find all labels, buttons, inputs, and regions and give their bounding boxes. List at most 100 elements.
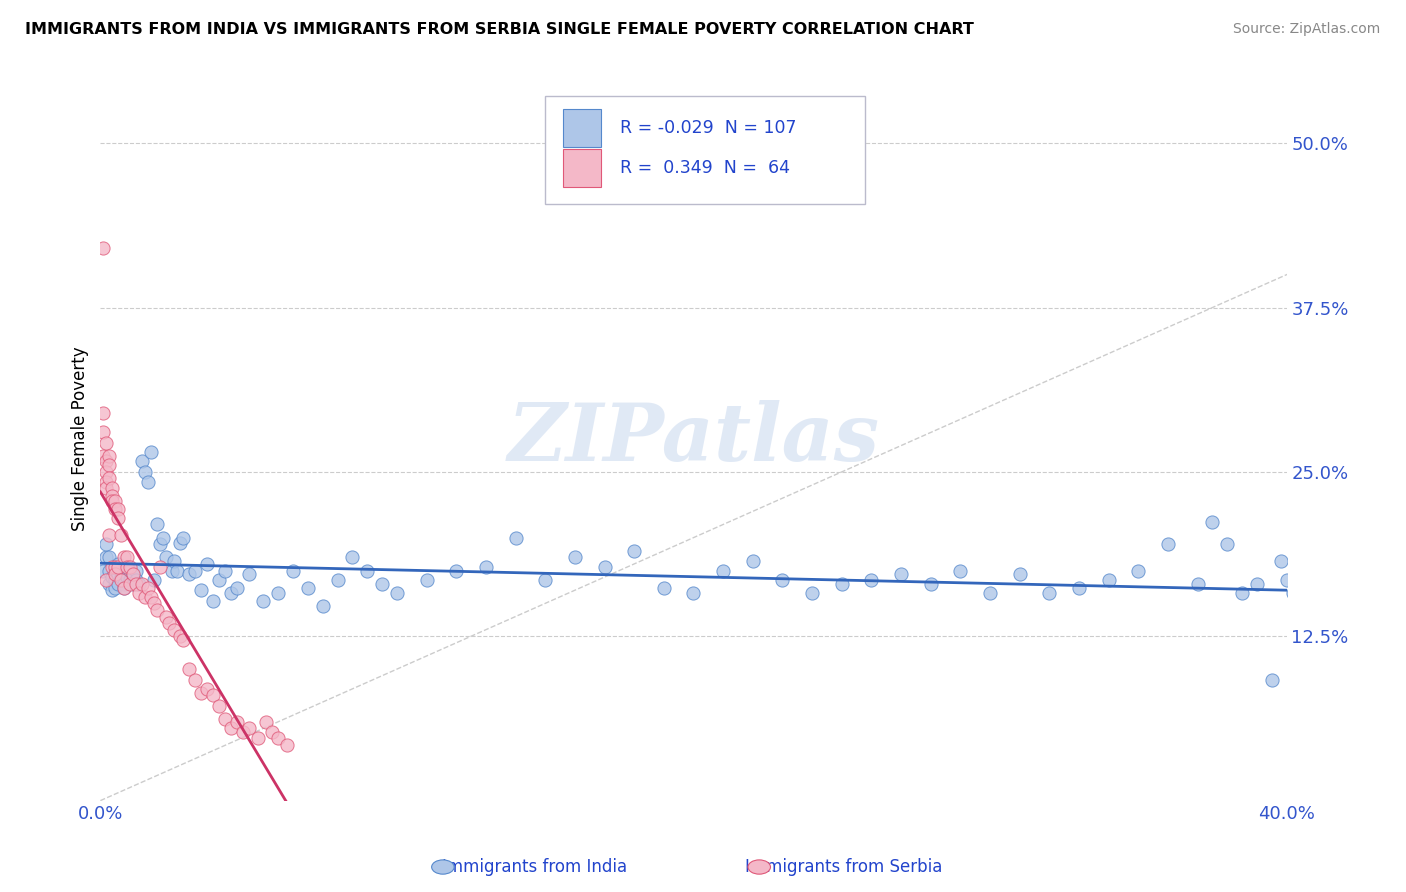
Point (1038, 586, 1060, 600)
Point (1320, 586, 1343, 600)
Point (142, 573, 165, 587)
Point (98, 449, 121, 463)
Point (179, 567, 201, 582)
Point (356, 564, 378, 578)
Point (104, 559, 127, 574)
Point (166, 564, 188, 578)
Point (190, 686, 212, 700)
Point (184, 564, 207, 578)
Point (115, 570, 138, 584)
Point (104, 493, 127, 508)
Point (107, 559, 129, 574)
Point (252, 593, 274, 607)
Point (110, 570, 132, 584)
Point (163, 623, 186, 637)
Point (110, 564, 132, 578)
Point (91, 406, 114, 420)
Point (682, 586, 704, 600)
Point (219, 721, 242, 735)
Point (1230, 586, 1253, 600)
Point (801, 586, 824, 600)
Point (107, 576, 129, 591)
Text: IMMIGRANTS FROM INDIA VS IMMIGRANTS FROM SERBIA SINGLE FEMALE POVERTY CORRELATIO: IMMIGRANTS FROM INDIA VS IMMIGRANTS FROM… (25, 22, 974, 37)
Point (1008, 567, 1031, 582)
Text: ZIPatlas: ZIPatlas (508, 401, 880, 478)
Point (1201, 515, 1223, 529)
Point (202, 593, 225, 607)
Point (98, 576, 121, 591)
Point (149, 537, 172, 551)
Point (107, 557, 129, 571)
Point (623, 543, 645, 558)
Point (96, 436, 118, 450)
Point (110, 573, 132, 587)
Point (125, 576, 148, 591)
Point (920, 576, 942, 591)
Point (104, 567, 127, 582)
Point (142, 596, 165, 610)
Point (770, 573, 793, 587)
Point (267, 586, 290, 600)
Point (118, 559, 141, 574)
Point (949, 564, 972, 578)
Point (145, 603, 167, 617)
Point (101, 570, 124, 584)
Point (107, 501, 129, 516)
Text: Immigrants from India: Immigrants from India (441, 858, 627, 876)
Point (208, 573, 231, 587)
Point (96, 481, 118, 495)
Point (225, 581, 247, 595)
Point (115, 559, 138, 574)
Point (534, 573, 557, 587)
Point (179, 662, 201, 676)
Point (276, 739, 298, 753)
Point (208, 698, 231, 713)
Point (1350, 576, 1372, 591)
Point (125, 564, 148, 578)
Point (169, 536, 191, 550)
Point (107, 511, 129, 525)
Point (110, 528, 132, 542)
FancyBboxPatch shape (562, 149, 600, 186)
Point (238, 567, 260, 582)
Point (190, 583, 212, 598)
Point (98, 471, 121, 485)
Point (107, 567, 129, 582)
Point (1067, 581, 1090, 595)
Point (415, 573, 437, 587)
Point (155, 550, 177, 565)
Point (890, 567, 912, 582)
Point (202, 689, 225, 703)
Point (711, 564, 734, 578)
Point (342, 550, 364, 565)
Point (169, 629, 191, 643)
Point (98, 550, 121, 565)
Point (1281, 586, 1303, 600)
Point (112, 581, 135, 595)
Point (115, 550, 138, 565)
Point (122, 576, 145, 591)
Point (104, 559, 127, 574)
Point (101, 559, 124, 574)
Point (564, 550, 586, 565)
Point (139, 590, 162, 604)
Point (112, 550, 135, 565)
Point (1098, 573, 1121, 587)
Point (131, 454, 153, 468)
Point (267, 731, 290, 745)
Point (831, 576, 853, 591)
Point (157, 616, 180, 631)
Point (238, 721, 260, 735)
Point (979, 586, 1001, 600)
Point (101, 489, 124, 503)
Point (1246, 576, 1268, 591)
Point (118, 573, 141, 587)
Y-axis label: Single Female Poverty: Single Female Poverty (72, 347, 89, 532)
Point (91, 241, 114, 255)
Text: Immigrants from Serbia: Immigrants from Serbia (745, 858, 942, 876)
Point (652, 581, 675, 595)
Point (326, 573, 349, 587)
Text: R =  0.349  N =  64: R = 0.349 N = 64 (620, 159, 790, 177)
Point (1275, 573, 1298, 587)
Point (281, 564, 304, 578)
